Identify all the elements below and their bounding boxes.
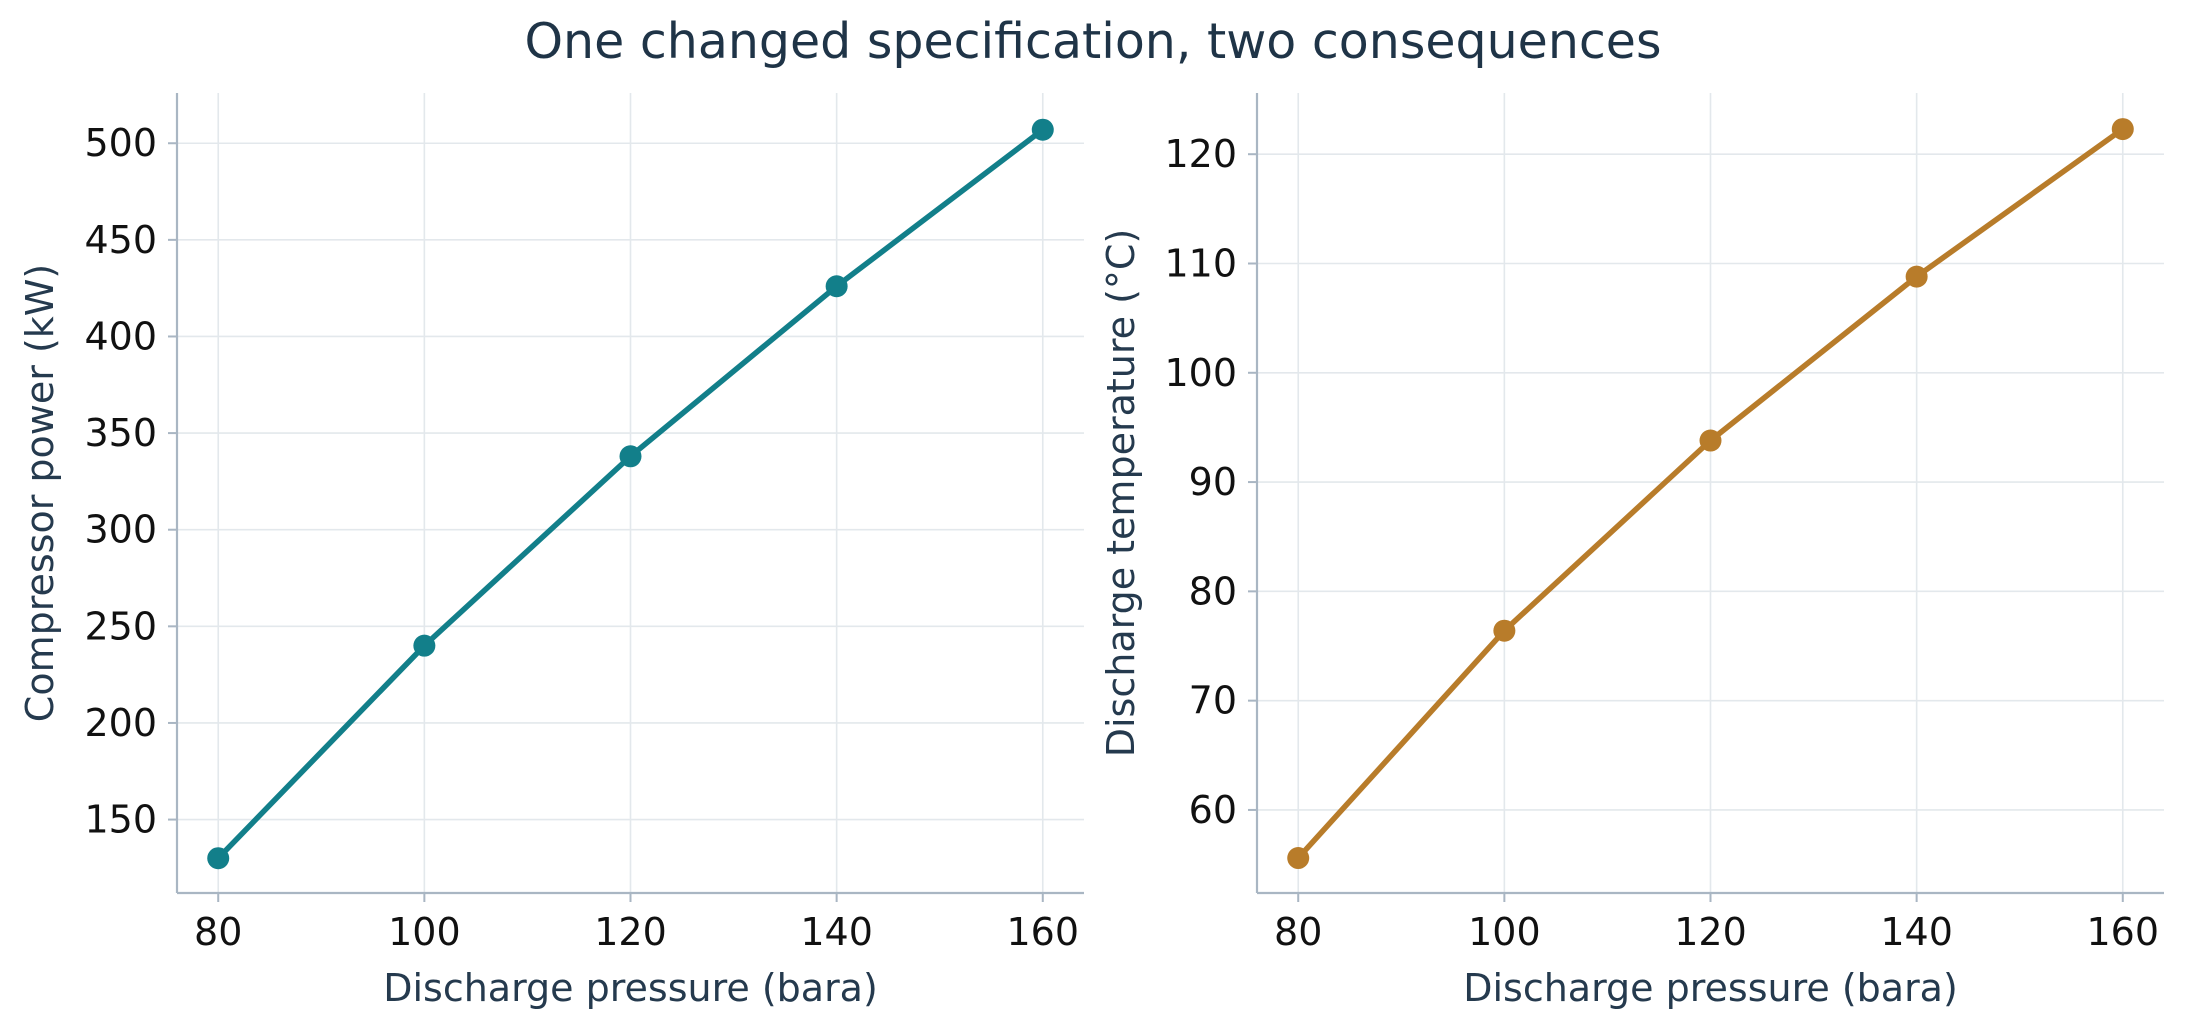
- y-tick-label: 120: [1164, 132, 1237, 176]
- data-point: [1287, 847, 1310, 870]
- y-tick-label: 150: [84, 798, 157, 842]
- x-tick-label: 80: [1274, 910, 1322, 954]
- x-axis-label: Discharge pressure (bara): [383, 966, 878, 1010]
- y-tick-label: 70: [1189, 679, 1237, 723]
- data-point: [825, 275, 848, 298]
- data-point: [413, 634, 436, 657]
- y-tick-label: 450: [84, 218, 157, 262]
- y-tick-label: 60: [1189, 788, 1237, 832]
- data-point: [1905, 265, 1928, 288]
- data-point: [207, 847, 230, 870]
- y-tick-label: 350: [84, 411, 157, 455]
- panel-1: 80 100 120 140 160 150 200 250 300 350 400 450 500 Di…: [18, 93, 1084, 1010]
- x-tick-label: 120: [594, 910, 667, 954]
- y-tick-label: 200: [84, 701, 157, 745]
- y-axis-label: Discharge temperature (°C): [1099, 229, 1143, 758]
- y-tick-label: 110: [1164, 241, 1237, 285]
- x-tick-label: 160: [1007, 910, 1080, 954]
- x-tick-label: 100: [388, 910, 461, 954]
- x-tick-label: 160: [2087, 910, 2160, 954]
- data-point: [1493, 619, 1516, 642]
- data-point: [1699, 429, 1722, 452]
- y-tick-label: 500: [84, 121, 157, 165]
- x-tick-label: 80: [194, 910, 242, 954]
- y-tick-label: 100: [1164, 351, 1237, 395]
- y-tick-label: 90: [1189, 460, 1237, 504]
- x-tick-label: 140: [1880, 910, 1953, 954]
- x-axis-label: Discharge pressure (bara): [1463, 966, 1958, 1010]
- data-point: [2111, 118, 2134, 141]
- y-tick-label: 250: [84, 604, 157, 648]
- x-tick-label: 100: [1468, 910, 1541, 954]
- figure-title: One changed specification, two consequen…: [524, 13, 1661, 70]
- y-tick-label: 300: [84, 508, 157, 552]
- data-point: [619, 445, 642, 468]
- y-tick-label: 400: [84, 314, 157, 358]
- panel-2: 80 100 120 140 160 60 70 80 90 100 110 120 Discharge…: [1099, 93, 2164, 1010]
- data-point: [1031, 118, 1054, 141]
- y-axis-label: Compressor power (kW): [18, 264, 62, 722]
- y-tick-label: 80: [1189, 569, 1237, 613]
- x-tick-label: 140: [800, 910, 873, 954]
- x-tick-label: 120: [1674, 910, 1747, 954]
